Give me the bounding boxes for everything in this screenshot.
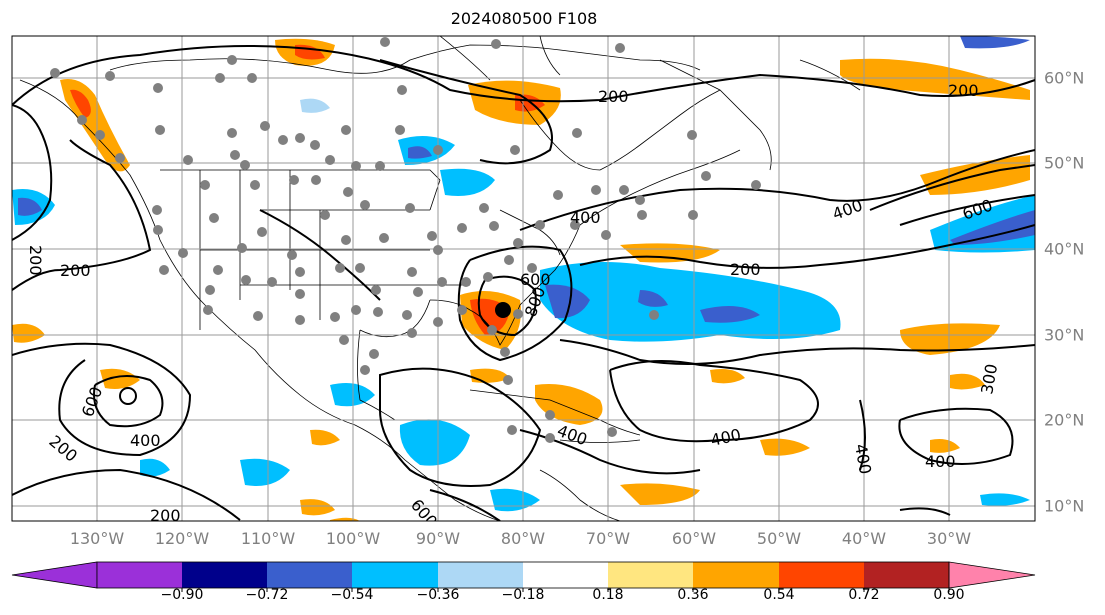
colorbar-tick-label: 0.72 [848, 587, 880, 603]
colorbar-swatch [693, 562, 779, 588]
contour-label: 200 [150, 506, 181, 525]
colorbar-swatch [352, 562, 438, 588]
latitude-label: 50°N [1044, 153, 1085, 173]
contour-label: 600 [520, 270, 551, 289]
graticule [12, 36, 1035, 521]
longitude-label: 100°W [325, 529, 381, 548]
longitude-label: 90°W [415, 529, 461, 548]
longitude-label: 80°W [500, 529, 546, 548]
latitude-label: 40°N [1044, 239, 1085, 259]
longitude-label: 70°W [585, 529, 631, 548]
contour-label: 200 [948, 81, 979, 100]
contour-label: 400 [851, 442, 875, 475]
colorbar-swatch [438, 562, 523, 588]
contour-label: 600 [78, 384, 106, 419]
colorbar-swatch [779, 562, 864, 588]
latitude-label: 30°N [1044, 325, 1085, 345]
colorbar-swatch [267, 562, 352, 588]
longitude-label: 120°W [154, 529, 210, 548]
colorbar-low-extend [11, 561, 98, 589]
colorbar-tick-label: −0.36 [416, 587, 460, 603]
longitude-label: 30°W [926, 529, 972, 548]
colorbar-tick-label: 0.18 [592, 587, 624, 603]
contour-label: 200 [45, 432, 81, 466]
contour-label: 400 [570, 208, 601, 227]
longitude-label: 110°W [240, 529, 296, 548]
colorbar-swatch [608, 562, 693, 588]
longitude-label: 130°W [69, 529, 125, 548]
colorbar-swatch [97, 562, 182, 588]
contour-label: 200 [598, 87, 629, 106]
colorbar-tick-label: 0.54 [763, 587, 795, 603]
contour-label: 400 [555, 421, 590, 449]
contour-label: 200 [730, 260, 761, 279]
contour-label: 600 [407, 495, 441, 531]
colorbar-swatch [182, 562, 267, 588]
colorbar-tick-label: 0.90 [933, 587, 965, 603]
contour-label: 200 [26, 245, 45, 276]
latitude-label: 10°N [1044, 496, 1085, 516]
contour-label: 300 [977, 362, 1001, 395]
contour-label: 400 [130, 431, 161, 450]
colorbar-high-extend [948, 561, 1036, 589]
latitude-label: 20°N [1044, 410, 1085, 430]
colorbar-tick-label: −0.90 [160, 587, 204, 603]
colorbar-tick-label: −0.18 [501, 587, 545, 603]
negative-anomaly-shading [12, 36, 1035, 512]
contour-label: 400 [709, 425, 743, 450]
colorbar [11, 561, 1036, 592]
colorbar-tick-label: −0.54 [330, 587, 374, 603]
colorbar-swatch [864, 562, 949, 588]
colorbar-swatch [523, 562, 608, 588]
map-title: 2024080500 F108 [450, 9, 598, 28]
map-frame [11, 35, 1036, 522]
longitude-label: 60°W [671, 529, 717, 548]
contour-label: 800 [521, 284, 549, 319]
longitude-label: 40°W [841, 529, 887, 548]
latitude-label: 60°N [1044, 68, 1085, 88]
colorbar-tick-label: 0.36 [677, 587, 709, 603]
contour-label: 400 [925, 452, 956, 471]
longitude-label: 50°W [756, 529, 802, 548]
contour-label: 200 [60, 261, 91, 280]
colorbar-tick-label: −0.72 [245, 587, 289, 603]
contour-lines [12, 45, 1035, 521]
station-markers [50, 37, 761, 443]
